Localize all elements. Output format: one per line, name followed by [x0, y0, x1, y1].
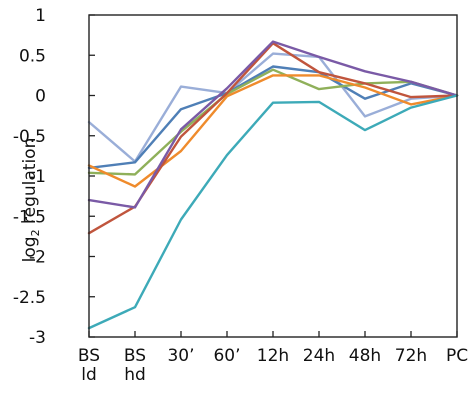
- series-line-4: [87, 74, 459, 188]
- y-axis: 1 0.5 0 -0.5 -1 -1.5 -2 -2.5 -3: [13, 6, 95, 348]
- series-line-2: [87, 65, 459, 170]
- x-tick-label-line: 12h: [257, 346, 289, 366]
- x-tick-label: 60’: [213, 346, 240, 366]
- y-tick-label: -1.5: [13, 207, 46, 227]
- series-line-5: [87, 42, 459, 235]
- series-line-6: [87, 40, 459, 209]
- svg-text:log2 regulation: log2 regulation: [20, 138, 42, 263]
- y-tick-label: -0.5: [13, 127, 46, 147]
- x-tick-label-line: 30’: [167, 346, 194, 366]
- x-tick-label-line: hd: [124, 365, 146, 385]
- x-tick-label: BS ld: [78, 346, 100, 385]
- y-axis-title: log2 regulation: [20, 138, 42, 263]
- y-tick-label: -2.5: [13, 288, 46, 308]
- x-tick-label-line: ld: [81, 365, 97, 385]
- series-line-1: [87, 52, 459, 163]
- series-layer: [87, 40, 459, 330]
- y-tick-label: 0.5: [19, 46, 46, 66]
- x-tick-label: 48h: [349, 346, 381, 366]
- x-tick-label: 12h: [257, 346, 289, 366]
- x-tick-label-line: 60’: [213, 346, 240, 366]
- x-tick-label: 24h: [303, 346, 335, 366]
- x-tick-label: 72h: [395, 346, 427, 366]
- x-tick-label: 30’: [167, 346, 194, 366]
- y-tick-label: -3: [29, 328, 46, 348]
- x-tick-label-line: BS: [124, 346, 146, 366]
- x-tick-label-line: PC: [446, 346, 468, 366]
- y-tick-label: -2: [29, 248, 46, 268]
- y-tick-label: -1: [29, 167, 46, 187]
- y-tick-label: 1: [35, 6, 46, 26]
- y-axis-title-suffix: regulation: [20, 138, 40, 230]
- series-line-7: [87, 94, 459, 330]
- x-tick-label-line: 24h: [303, 346, 335, 366]
- x-tick-label-line: 48h: [349, 346, 381, 366]
- x-tick-label: PC: [446, 346, 468, 366]
- y-axis-title-subscript: 2: [29, 229, 42, 236]
- y-tick-label: 0: [35, 87, 46, 107]
- series-line-3: [87, 68, 459, 176]
- y-axis-title-prefix: log: [20, 236, 40, 262]
- x-tick-label: BS hd: [124, 346, 146, 385]
- x-tick-label-line: BS: [78, 346, 100, 366]
- x-tick-label-line: 72h: [395, 346, 427, 366]
